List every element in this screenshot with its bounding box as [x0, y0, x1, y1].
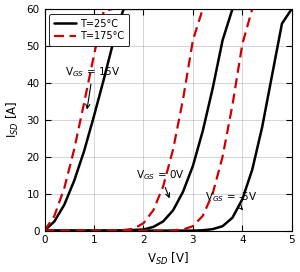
Y-axis label: I$_{SD}$ [A]: I$_{SD}$ [A] [5, 101, 21, 138]
T=25°C [142, 7, 145, 11]
T=25°C [52, 220, 56, 223]
T=25°C [82, 150, 86, 153]
Text: V$_{GS}$ = -5V: V$_{GS}$ = -5V [205, 190, 258, 209]
T=25°C [132, 7, 135, 11]
T=25°C [72, 179, 76, 182]
T=25°C [62, 203, 66, 206]
Text: V$_{GS}$ = 15V: V$_{GS}$ = 15V [65, 65, 121, 108]
T=175°C [43, 229, 46, 232]
T=25°C [102, 78, 106, 81]
Text: V$_{GS}$ = 0V: V$_{GS}$ = 0V [136, 168, 185, 197]
T=25°C [122, 7, 125, 11]
T=175°C [122, 7, 125, 11]
T=175°C [92, 53, 96, 57]
X-axis label: V$_{SD}$ [V]: V$_{SD}$ [V] [147, 251, 189, 267]
T=175°C [142, 7, 145, 11]
T=175°C [72, 148, 76, 151]
Legend: T=25°C, T=175°C: T=25°C, T=175°C [50, 14, 130, 46]
T=175°C [52, 214, 56, 218]
T=175°C [112, 7, 116, 11]
T=25°C [112, 39, 116, 42]
T=175°C [132, 7, 135, 11]
T=175°C [82, 101, 86, 105]
Line: T=175°C: T=175°C [44, 9, 143, 231]
T=175°C [62, 187, 66, 190]
T=25°C [92, 115, 96, 118]
Line: T=25°C: T=25°C [44, 9, 143, 231]
T=25°C [43, 229, 46, 232]
T=175°C [102, 9, 106, 12]
